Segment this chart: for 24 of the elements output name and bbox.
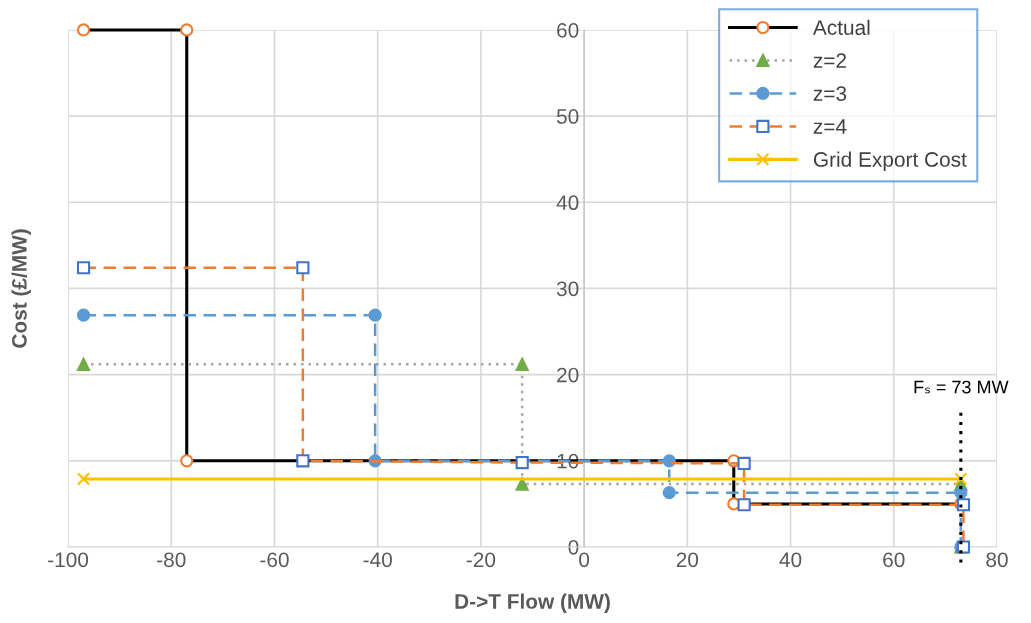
x-tick-label: 20: [676, 552, 699, 568]
x-tick-label: -80: [157, 552, 186, 568]
y-axis-title: Cost (£/MW): [11, 229, 31, 348]
legend-label: z=3: [813, 86, 847, 101]
legend-label: z=4: [813, 119, 847, 134]
y-tick-label: 40: [556, 195, 579, 211]
legend-label: Actual: [812, 19, 870, 36]
legend-label: z=2: [813, 53, 846, 68]
y-tick-label: 0: [568, 540, 579, 555]
y-tick-label: 20: [557, 367, 579, 383]
x-axis-title: D->T Flow (MW): [455, 593, 610, 613]
x-tick-label: -60: [260, 552, 289, 568]
ref-line-label: Fₛ = 73 MW: [914, 380, 1009, 394]
y-tick-label: 60: [557, 22, 579, 38]
x-tick-label: -20: [466, 552, 496, 568]
x-tick-label: 0: [579, 552, 590, 568]
x-tick-label: 60: [883, 552, 905, 568]
x-tick-label: 40: [779, 552, 802, 568]
x-tick-label: -100: [48, 552, 89, 568]
y-tick-label: 30: [556, 281, 579, 297]
legend-label: Grid Export Cost: [813, 151, 967, 171]
x-tick-label: 80: [986, 552, 1008, 568]
x-tick-label: -40: [363, 552, 392, 568]
y-tick-label: 50: [556, 109, 579, 124]
